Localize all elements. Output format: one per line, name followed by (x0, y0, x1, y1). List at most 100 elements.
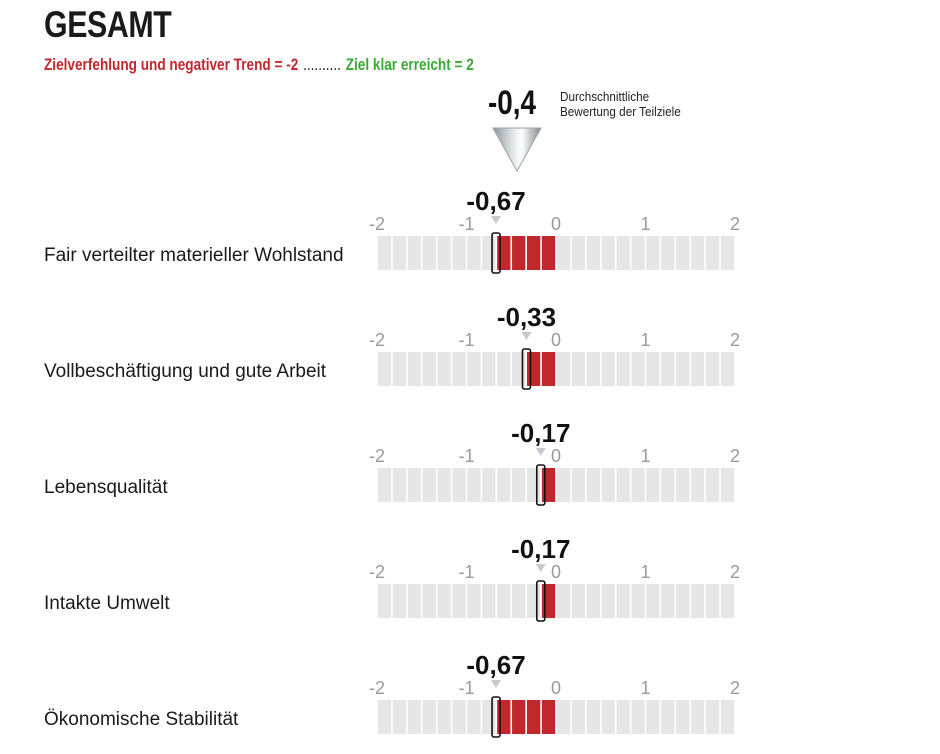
bar-segment-filled (526, 236, 541, 270)
bar-segment (691, 468, 705, 502)
bar-segment (676, 352, 690, 386)
bar-segment (467, 236, 481, 270)
bar-segment (482, 468, 496, 502)
bar-segment-filled (497, 700, 511, 734)
value-label: -0,67 (466, 186, 525, 216)
bar-segment (571, 352, 586, 386)
bar-segment (691, 584, 705, 618)
tick-label: 1 (640, 446, 650, 466)
bar-segment (720, 584, 735, 618)
bar-segment (497, 352, 511, 386)
bar-segment (601, 468, 615, 502)
tick-label: 1 (640, 562, 650, 582)
legend-dots: .......... (303, 55, 341, 74)
bar-segment (422, 352, 436, 386)
tick-label: -1 (458, 562, 474, 582)
bar-segment (407, 700, 421, 734)
bar-segment-filled (512, 236, 526, 270)
bar-segment (616, 468, 630, 502)
bar-segment (392, 352, 407, 386)
bar-segment (586, 700, 600, 734)
bar-segment (691, 236, 705, 270)
row-label: Vollbeschäftigung und gute Arbeit (44, 361, 327, 382)
average-note: Durchschnittliche Bewertung der Teilziel… (560, 89, 681, 119)
row-label: Intakte Umwelt (44, 593, 170, 614)
bar-segment (601, 700, 615, 734)
tick-label: -2 (369, 446, 385, 466)
bar-segment (691, 352, 705, 386)
tick-label: 1 (640, 330, 650, 350)
bar-segment (631, 352, 645, 386)
tick-label: 2 (730, 678, 740, 698)
bar-segment (661, 352, 675, 386)
legend-positive: Ziel klar erreicht = 2 (345, 55, 474, 74)
bar-segment (601, 584, 615, 618)
bar-segment (407, 584, 421, 618)
bar-segment-filled (541, 352, 556, 386)
bar-segment (676, 700, 690, 734)
bar-segment (720, 236, 735, 270)
bar-segment (661, 236, 675, 270)
bar-segment (705, 236, 720, 270)
tick-label: -2 (369, 678, 385, 698)
bar-segment (556, 468, 571, 502)
bar-segment (437, 584, 451, 618)
bar-segment (422, 584, 436, 618)
bar-segment (377, 584, 392, 618)
bar-segment-filled (526, 700, 541, 734)
bar-segment (571, 700, 586, 734)
tick-label: 2 (730, 562, 740, 582)
bar-segment-filled (497, 236, 511, 270)
bar-segment (422, 700, 436, 734)
bar-segment (705, 468, 720, 502)
bar-segment (586, 236, 600, 270)
bar-segment (497, 584, 511, 618)
tick-label: 2 (730, 446, 740, 466)
value-label: -0,17 (511, 534, 570, 564)
bar-segment (705, 700, 720, 734)
bar-segment (556, 700, 571, 734)
bar-segment-filled (526, 352, 541, 386)
bar-segment (482, 352, 496, 386)
bar-segment (705, 352, 720, 386)
bar-segment (377, 468, 392, 502)
bar-segment (512, 352, 526, 386)
tick-label: -2 (369, 330, 385, 350)
bar-segment (556, 584, 571, 618)
bar-segment (631, 468, 645, 502)
bar-segment-filled (541, 468, 556, 502)
bar-segment (377, 700, 392, 734)
bar-segment (392, 468, 407, 502)
tick-label: -1 (458, 446, 474, 466)
average-value: -0,4 (488, 84, 537, 122)
bar-segment (556, 236, 571, 270)
bar-segment (601, 236, 615, 270)
bar-segment (661, 468, 675, 502)
tick-label: -1 (458, 214, 474, 234)
bar-segment (437, 700, 451, 734)
bar-segment (631, 584, 645, 618)
tick-label: 1 (640, 214, 650, 234)
bar-segment (601, 352, 615, 386)
tick-label: -1 (458, 678, 474, 698)
tick-label: 0 (551, 446, 561, 466)
bar-segment (676, 584, 690, 618)
bar-segment (676, 236, 690, 270)
average-arrow-icon (492, 127, 542, 172)
bar-segment (646, 584, 660, 618)
tick-label: 0 (551, 330, 561, 350)
bar-segment (571, 236, 586, 270)
bar-segment (467, 352, 481, 386)
value-pointer-icon (521, 332, 532, 340)
value-marker (491, 696, 501, 738)
bar-segment (452, 352, 466, 386)
tick-label: 2 (730, 330, 740, 350)
bar-segment (512, 584, 526, 618)
tick-label: 2 (730, 214, 740, 234)
bar-segment (586, 468, 600, 502)
bar-segment (676, 468, 690, 502)
bar-segment (422, 236, 436, 270)
bar-segment (646, 468, 660, 502)
value-marker (491, 232, 501, 274)
value-pointer-icon (491, 680, 502, 688)
